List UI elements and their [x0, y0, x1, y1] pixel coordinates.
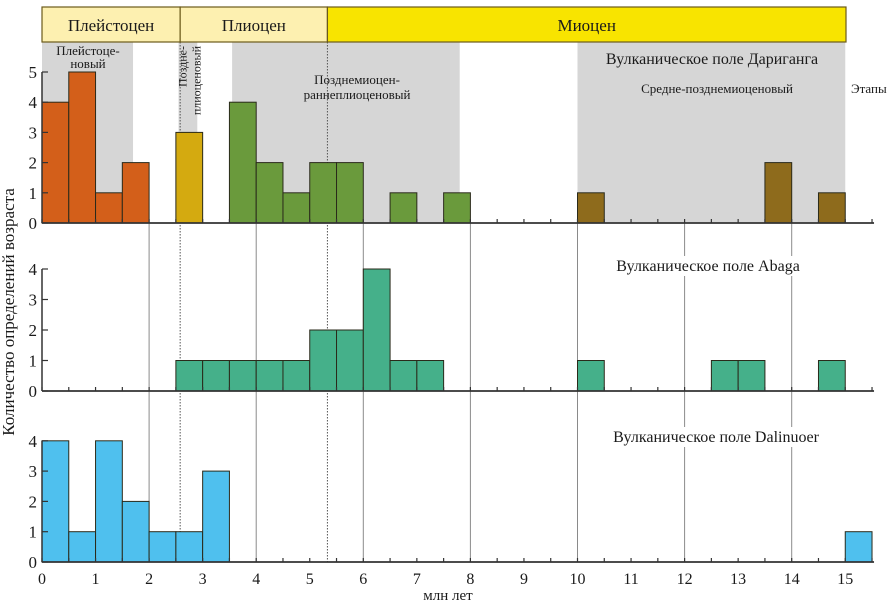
histogram-bar	[309, 162, 338, 224]
histogram-bar	[443, 192, 471, 224]
x-tick-label: 5	[306, 571, 314, 588]
stages-label: Этапы	[851, 81, 887, 96]
epoch-header: Плейстоцен Плиоцен Миоцен	[41, 6, 847, 43]
histogram-bar	[175, 531, 204, 563]
y-tick-label: 1	[29, 523, 38, 542]
panel-title: Вулканическое поле Dalinuoer	[613, 429, 819, 446]
y-tick-label: 0	[29, 553, 38, 572]
x-tick-label: 2	[145, 571, 153, 588]
x-tick-label: 15	[837, 571, 853, 588]
epoch-label: Миоцен	[557, 16, 615, 35]
y-axis-label: Количество определений возраста	[0, 188, 18, 436]
panel-title-backing	[620, 256, 796, 276]
histogram-bar	[175, 360, 204, 392]
panel-title: Вулканическое поле Дариганга	[606, 51, 818, 68]
x-tick-label: 13	[730, 571, 746, 588]
histogram-bar	[389, 360, 418, 392]
histogram-bar	[577, 192, 605, 224]
x-tick-label: 7	[413, 571, 421, 588]
histogram-bar	[282, 360, 311, 392]
histogram-bar	[68, 71, 97, 224]
x-tick-label: 3	[199, 571, 207, 588]
x-tick-label: 14	[784, 571, 800, 588]
epoch-label: Плиоцен	[222, 16, 286, 35]
stage-label: Позднe-	[176, 46, 190, 87]
x-tick-label: 11	[623, 571, 638, 588]
histogram-bar	[764, 162, 793, 224]
histogram-bar	[817, 192, 846, 224]
histogram-bar	[710, 360, 739, 392]
y-tick-label: 0	[29, 382, 38, 401]
stage-label: Позднемиоцен-	[314, 72, 400, 87]
panel-title: Вулканическое поле Abaga	[616, 258, 800, 275]
panel-title-backing	[613, 427, 819, 447]
x-tick-label: 0	[38, 571, 46, 588]
stage-label: плиоценовый	[190, 45, 204, 115]
histogram-bar	[202, 360, 230, 392]
stage-label: новый	[70, 56, 105, 71]
panel: Вулканическое поле Dalinuoer 0 1 2 3 4	[29, 427, 875, 572]
y-tick-label: 5	[29, 63, 38, 82]
panel: Вулканическое поле Дариганга 0 1 2 3 4 5	[29, 51, 875, 233]
x-tick-label: 4	[252, 571, 260, 588]
y-tick-label: 4	[29, 260, 38, 279]
panel: Вулканическое поле Abaga 0 1 2 3 4	[29, 256, 875, 401]
stage-label: раннеплиоценовый	[304, 87, 411, 102]
histogram-bar	[255, 162, 284, 224]
histogram-bar	[817, 360, 846, 392]
histogram-bar	[121, 500, 150, 563]
y-tick-label: 1	[29, 352, 38, 371]
histogram-bar	[577, 360, 605, 392]
histogram-bar	[309, 329, 338, 392]
histogram-bar	[202, 470, 230, 563]
histogram-bar	[389, 192, 418, 224]
histogram-bar	[737, 360, 766, 392]
histogram-bar	[95, 440, 123, 563]
y-tick-label: 4	[29, 93, 38, 112]
x-tick-label: 8	[466, 571, 474, 588]
panels: Вулканическое поле Дариганга012345Вулкан…	[29, 51, 875, 572]
histogram-bar	[121, 162, 150, 224]
x-tick-label: 9	[520, 571, 528, 588]
histogram-bar	[95, 192, 123, 224]
histogram-bar	[844, 531, 873, 563]
y-tick-label: 2	[29, 492, 38, 511]
histogram-bar	[68, 531, 97, 563]
histogram-bar	[336, 162, 364, 224]
x-tick-label: 10	[570, 571, 586, 588]
x-axis-label: млн лет	[423, 588, 473, 603]
y-tick-label: 1	[29, 184, 38, 203]
epoch-box	[326, 6, 847, 43]
y-tick-label: 2	[29, 154, 38, 173]
histogram-bar	[228, 360, 257, 392]
x-axis: 0 1 2 3 4 5 6 7 8 9 10 11 12 13 14 15	[38, 571, 853, 588]
labels: Количество определений возраста млн лет …	[0, 43, 887, 603]
y-tick-label: 3	[29, 291, 38, 310]
histogram-bar	[148, 531, 177, 563]
y-tick-label: 2	[29, 321, 38, 340]
x-tick-label: 12	[677, 571, 693, 588]
histogram-bar	[255, 360, 284, 392]
x-tick-label: 1	[92, 571, 100, 588]
epoch-label: Плейстоцен	[68, 16, 154, 35]
histogram-bar	[228, 101, 257, 224]
y-tick-label: 0	[29, 214, 38, 233]
stage-label: Средне-позднемиоценовый	[641, 81, 793, 96]
histogram-bar	[336, 329, 364, 392]
histogram-bar	[362, 268, 391, 392]
epoch-box	[179, 6, 329, 43]
y-tick-label: 4	[29, 432, 38, 451]
x-tick-label: 6	[359, 571, 367, 588]
histogram-bar	[175, 131, 204, 224]
y-tick-label: 3	[29, 123, 38, 142]
stage-label: Плейстоце-	[56, 43, 119, 58]
histogram-bar	[416, 360, 445, 392]
y-tick-label: 3	[29, 462, 38, 481]
histogram-bar	[282, 192, 311, 224]
stage-band	[577, 42, 846, 223]
